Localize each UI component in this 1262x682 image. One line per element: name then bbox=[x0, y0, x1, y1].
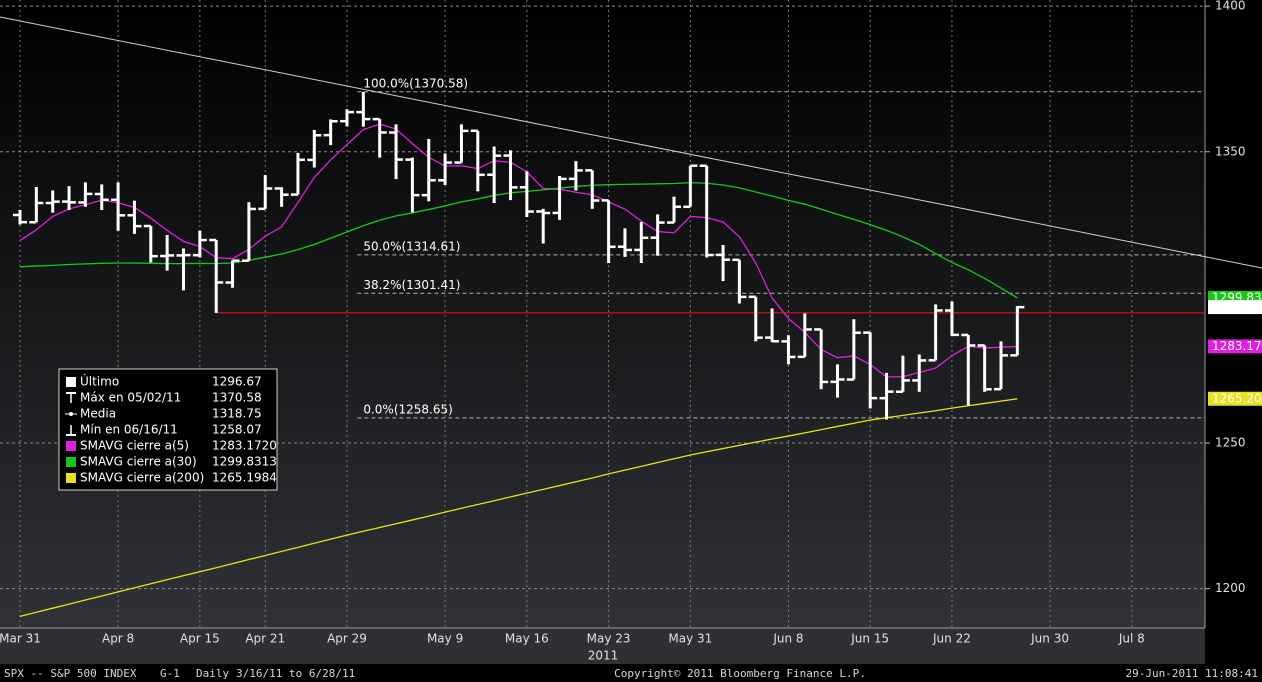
fib-label: 100.0%(1370.58) bbox=[363, 76, 468, 90]
x-tick-label: May 9 bbox=[427, 632, 463, 646]
x-axis-band bbox=[0, 628, 1205, 664]
x-tick-label: May 23 bbox=[587, 632, 631, 646]
x-tick-label: Jun 30 bbox=[1030, 632, 1069, 646]
last-value-tag bbox=[1208, 300, 1262, 315]
x-tick-label: Mar 31 bbox=[0, 632, 41, 646]
legend-value: 1265.1984 bbox=[212, 471, 277, 485]
legend-value: 1258.07 bbox=[212, 423, 262, 437]
y-tick-label: 1200 bbox=[1215, 581, 1246, 595]
legend-icon bbox=[66, 377, 76, 387]
legend-label: SMAVG cierre a(200) bbox=[80, 471, 204, 485]
footer-security: SPX -- S&P 500 INDEX bbox=[4, 667, 137, 680]
legend-label: Máx en 05/02/11 bbox=[80, 391, 181, 405]
x-tick-label: May 16 bbox=[505, 632, 549, 646]
plot-layer: Mar 31 Apr 8 Apr 15 Apr 21 Apr 29 May 9 May 16… bbox=[0, 0, 1262, 646]
last-value-label: 1283.17 bbox=[1212, 339, 1262, 353]
last-value-label: 1265.20 bbox=[1212, 391, 1262, 405]
fib-label: 50.0%(1314.61) bbox=[363, 239, 460, 253]
x-tick-label: Apr 29 bbox=[327, 632, 367, 646]
last-value-tag bbox=[1208, 391, 1262, 406]
footer-copyright: Copyright© 2011 Bloomberg Finance L.P. bbox=[614, 667, 866, 680]
last-value-tag bbox=[1208, 339, 1262, 354]
fib-label: 0.0%(1258.65) bbox=[363, 402, 452, 416]
legend-value: 1283.1720 bbox=[212, 439, 277, 453]
moving-average-line bbox=[19, 398, 1018, 617]
legend-value: 1296.67 bbox=[212, 375, 262, 389]
y-axis-band bbox=[1205, 0, 1262, 664]
legend-swatch bbox=[66, 457, 76, 467]
legend-label: SMAVG cierre a(30) bbox=[80, 455, 197, 469]
fib-label: 38.2%(1301.41) bbox=[363, 278, 460, 292]
legend-icon bbox=[69, 412, 73, 416]
x-tick-label: Jun 15 bbox=[850, 632, 889, 646]
legend-value: 1370.58 bbox=[212, 391, 262, 405]
x-tick-label: Apr 21 bbox=[245, 632, 285, 646]
x-tick-label: Jul 8 bbox=[1118, 632, 1145, 646]
legend-value: 1318.75 bbox=[212, 407, 262, 421]
footer-period: Daily bbox=[196, 667, 229, 680]
x-tick-label: Apr 15 bbox=[180, 632, 220, 646]
footer-timestamp: 29-Jun-2011 11:08:41 bbox=[1126, 667, 1258, 680]
footer-date-range: 3/16/11 to 6/28/11 bbox=[236, 667, 355, 680]
x-year-label: 2011 bbox=[588, 649, 619, 663]
legend-box bbox=[58, 368, 278, 491]
moving-average-line bbox=[19, 123, 1018, 378]
legend-swatch bbox=[66, 441, 76, 451]
trend-line bbox=[0, 16, 1262, 269]
x-tick-label: May 31 bbox=[668, 632, 712, 646]
legend-label: Mín en 06/16/11 bbox=[80, 423, 178, 437]
x-tick-label: Apr 8 bbox=[102, 632, 134, 646]
y-tick-label: 1350 bbox=[1215, 144, 1246, 158]
legend-label: SMAVG cierre a(5) bbox=[80, 439, 189, 453]
legend: Último 1296.67 Máx en 05/02/11 1370.58 Media… bbox=[58, 368, 278, 491]
legend-label: Último bbox=[80, 374, 119, 389]
legend-value: 1299.8313 bbox=[212, 455, 277, 469]
legend-swatch bbox=[66, 473, 76, 483]
x-tick-label: Jun 8 bbox=[772, 632, 803, 646]
x-tick-label: Jun 22 bbox=[932, 632, 971, 646]
legend-label: Media bbox=[80, 407, 116, 421]
plot-background bbox=[0, 0, 1205, 628]
moving-average-line bbox=[19, 181, 1018, 299]
footer-page: G-1 bbox=[160, 667, 180, 680]
last-value-label: 1296.67 bbox=[1212, 300, 1262, 314]
y-tick-label: 1400 bbox=[1215, 0, 1246, 13]
y-tick-label: 1250 bbox=[1215, 436, 1246, 450]
